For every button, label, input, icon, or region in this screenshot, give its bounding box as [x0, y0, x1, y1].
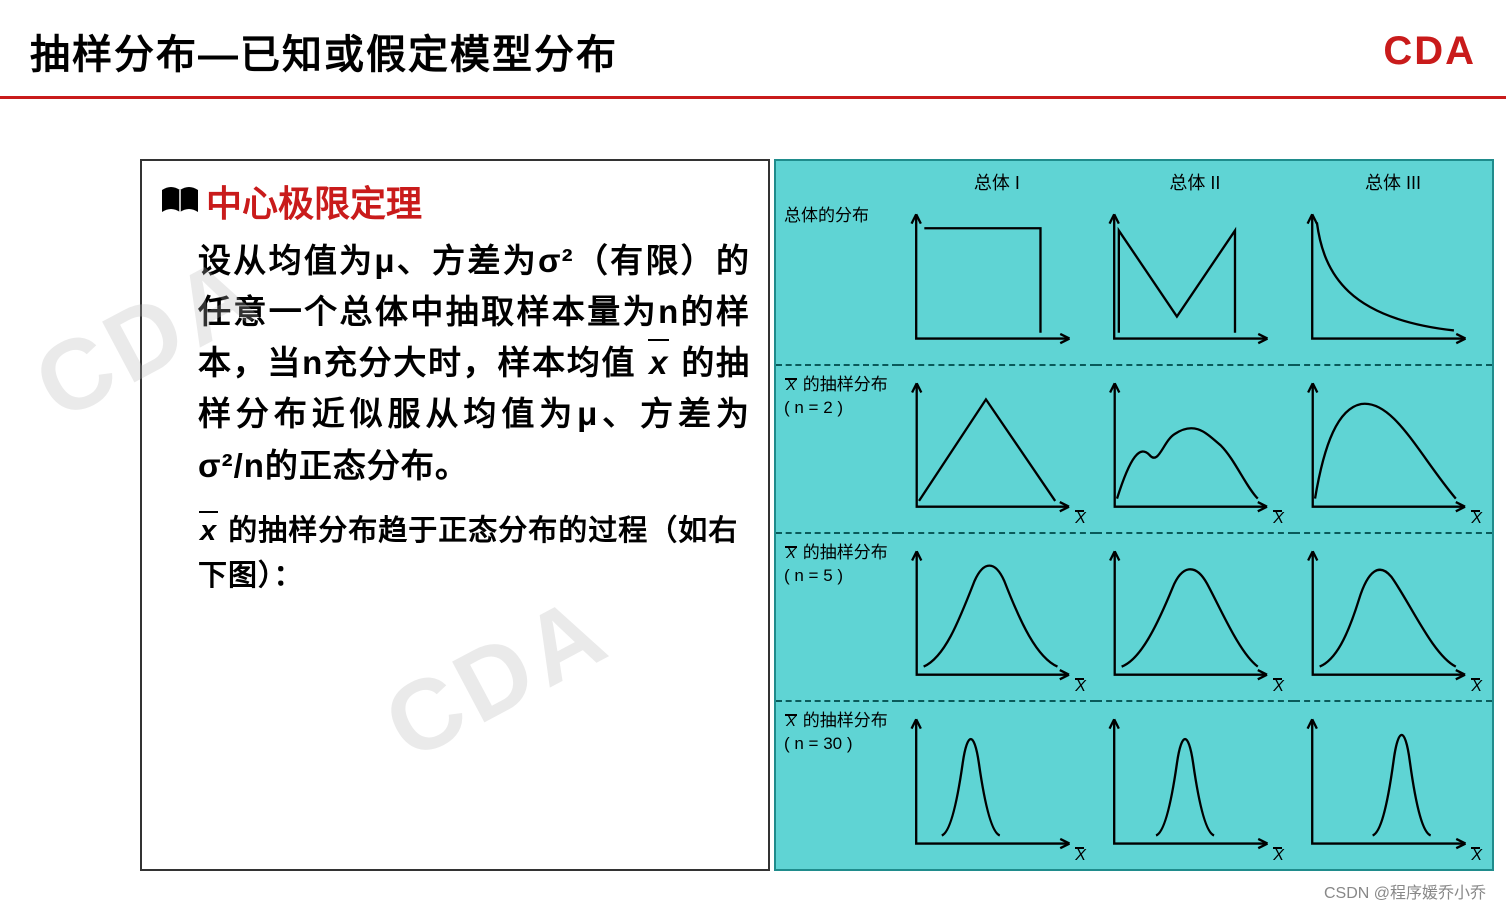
plot-r1c0: X — [906, 374, 1082, 524]
plot-r3c0: X — [906, 710, 1082, 861]
plot-r2c2: X — [1302, 542, 1478, 692]
theorem-note: x 的抽样分布趋于正态分布的过程（如右下图）： — [160, 509, 750, 599]
slide-title: 抽样分布—已知或假定模型分布 — [30, 22, 618, 80]
book-icon — [160, 186, 200, 216]
plot-r3c1: X — [1104, 710, 1280, 861]
row-label-0: 总体的分布 — [776, 197, 898, 365]
plot-r0c1 — [1104, 205, 1280, 356]
slide-header: 抽样分布—已知或假定模型分布 CDA — [0, 0, 1506, 96]
theorem-note-text: 的抽样分布趋于正态分布的过程（如右下图）： — [198, 515, 738, 592]
xbar-symbol: x — [198, 509, 219, 554]
distribution-grid: 总体 I 总体 II 总体 III 总体的分布 — [774, 159, 1494, 871]
row-label-1: X 的抽样分布( n = 2 ) — [776, 365, 898, 533]
plot-r3c2: X — [1302, 710, 1478, 861]
axis-label: X — [1075, 678, 1086, 696]
header-rule — [0, 96, 1506, 99]
row-label-3: X 的抽样分布( n = 30 ) — [776, 701, 898, 869]
axis-label: X — [1273, 510, 1284, 528]
brand-logo: CDA — [1383, 29, 1476, 74]
plot-r2c0: X — [906, 542, 1082, 692]
grid-row-n30: X 的抽样分布( n = 30 ) X X — [776, 701, 1492, 869]
footer-credit: CSDN @程序媛乔小乔 — [1324, 879, 1486, 903]
col-header-2: 总体 II — [1096, 161, 1294, 197]
plot-r0c2 — [1302, 205, 1478, 356]
grid-row-n5: X 的抽样分布( n = 5 ) X X — [776, 533, 1492, 701]
axis-label: X — [1273, 847, 1284, 865]
plot-r1c1: X — [1104, 374, 1280, 524]
col-header-1: 总体 I — [898, 161, 1096, 197]
theorem-heading: 中心极限定理 — [160, 175, 750, 227]
plot-r0c0 — [906, 205, 1082, 356]
plot-r1c2: X — [1302, 374, 1478, 524]
axis-label: X — [1471, 847, 1482, 865]
content-area: 中心极限定理 设从均值为μ、方差为σ²（有限）的任意一个总体中抽取样本量为n的样… — [0, 159, 1506, 871]
theorem-body: 设从均值为μ、方差为σ²（有限）的任意一个总体中抽取样本量为n的样本，当n充分大… — [160, 235, 750, 491]
plot-r2c1: X — [1104, 542, 1280, 692]
theorem-heading-text: 中心极限定理 — [206, 175, 422, 227]
grid-row-n2: X 的抽样分布( n = 2 ) X X — [776, 365, 1492, 533]
axis-label: X — [1075, 510, 1086, 528]
theorem-panel: 中心极限定理 设从均值为μ、方差为σ²（有限）的任意一个总体中抽取样本量为n的样… — [140, 159, 770, 871]
axis-label: X — [1471, 678, 1482, 696]
grid-header-row: 总体 I 总体 II 总体 III — [776, 161, 1492, 197]
axis-label: X — [1471, 510, 1482, 528]
row-label-2: X 的抽样分布( n = 5 ) — [776, 533, 898, 701]
col-header-3: 总体 III — [1294, 161, 1492, 197]
axis-label: X — [1075, 847, 1086, 865]
grid-row-population: 总体的分布 — [776, 197, 1492, 365]
axis-label: X — [1273, 678, 1284, 696]
